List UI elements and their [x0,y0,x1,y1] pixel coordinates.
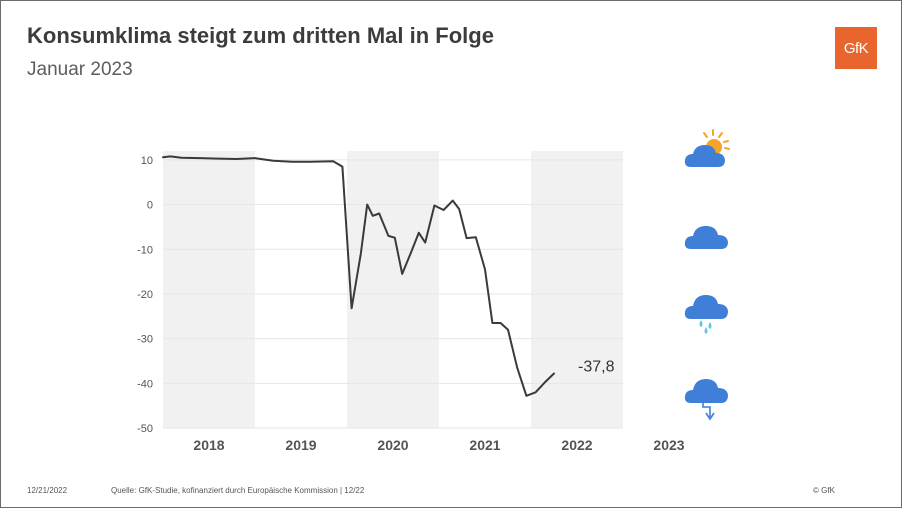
y-tick-label: -10 [137,244,153,256]
x-tick-label: 2020 [377,437,408,453]
sun-cloud-icon [684,129,730,167]
x-tick-label: 2021 [469,437,500,453]
series-line-konsumklima [162,155,555,397]
gfk-logo: GfK [835,27,877,69]
footer-copyright: © GfK [813,486,835,495]
y-tick-label: 0 [147,200,153,212]
x-tick-label: 2018 [193,437,224,453]
last-value-label: -37,8 [578,358,615,375]
storm-cloud-icon [684,379,728,421]
page-title: Konsumklima steigt zum dritten Mal in Fo… [27,23,494,48]
footer-source: Quelle: GfK-Studie, kofinanziert durch E… [111,486,365,495]
year-band-2020 [347,151,439,428]
y-tick-label: 10 [141,155,153,167]
x-tick-label: 2022 [561,437,592,453]
x-tick-label: 2019 [285,437,316,453]
x-tick-label: 2023 [653,437,684,453]
y-tick-label: -50 [137,423,153,435]
gfk-logo-text: GfK [843,39,869,57]
y-tick-label: -40 [137,378,153,390]
y-tick-label: -30 [137,334,153,346]
rain-cloud-icon [684,295,728,334]
cloud-icon [684,226,728,249]
page-subtitle: Januar 2023 [27,59,133,80]
footer-date: 12/21/2022 [27,486,68,495]
y-tick-label: -20 [137,289,153,301]
year-band-2022 [531,151,623,428]
year-band-2018 [163,151,255,428]
